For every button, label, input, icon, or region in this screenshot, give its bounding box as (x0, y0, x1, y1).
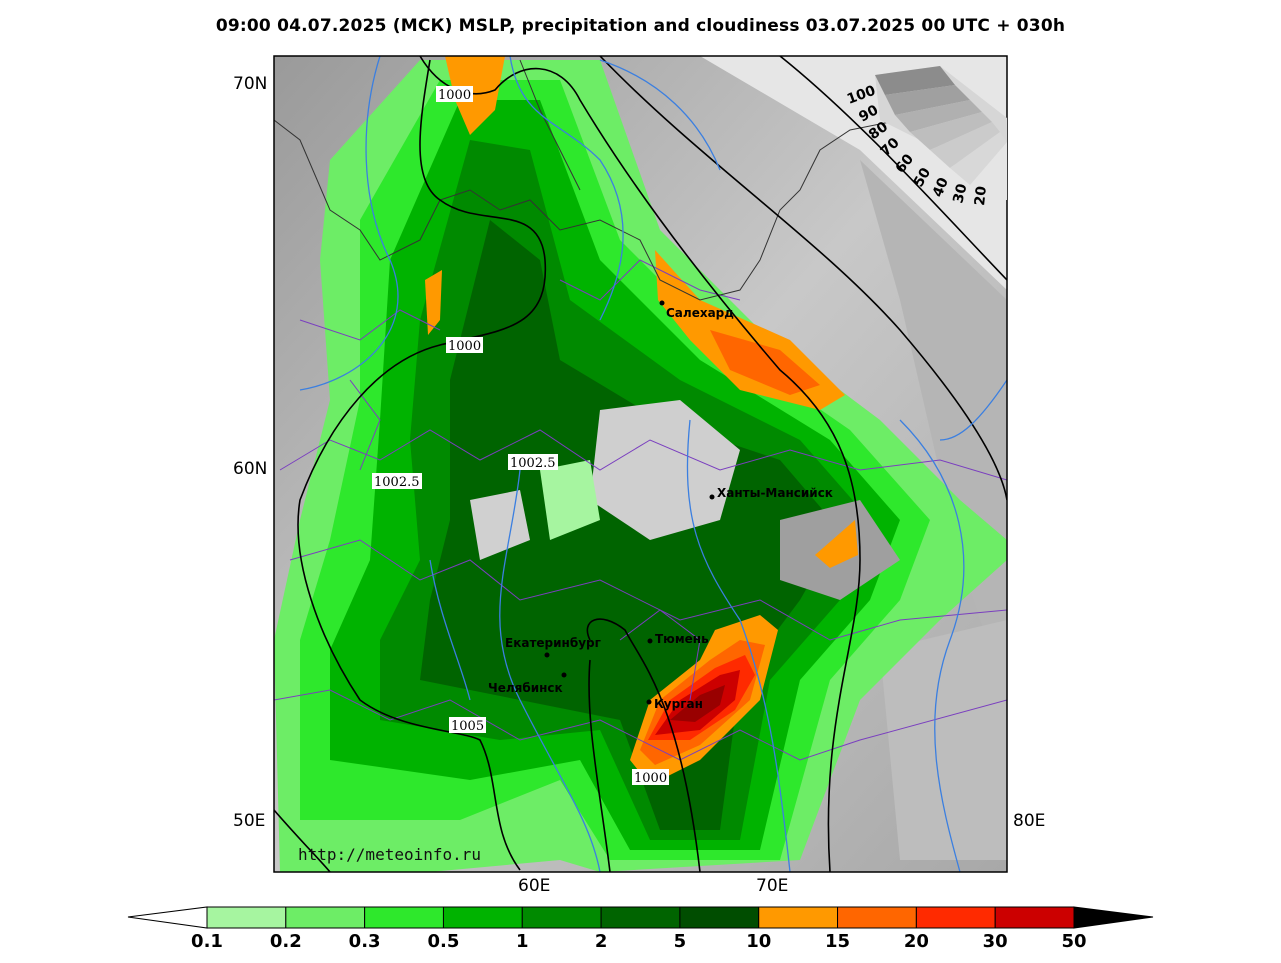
isobar-label: 1002.5 (510, 456, 556, 471)
colorbar-tick-label: 0.2 (269, 931, 302, 952)
cloud-label-20: 20 (972, 185, 990, 206)
city-dot (646, 699, 652, 705)
colorbar-segment (994, 906, 1075, 929)
colorbar-segment (915, 906, 996, 929)
colorbar-segment (758, 906, 839, 929)
contour-lines (299, 56, 1007, 872)
colorbar-tick-label: 5 (673, 931, 687, 952)
isobar-label: 1002.5 (374, 475, 420, 490)
colorbar-under-arrow (127, 906, 208, 929)
precipitation-field (274, 56, 1007, 872)
city-label-yekaterinburg: Екатеринбург (505, 636, 601, 650)
lat-label-70n: 70N (233, 74, 268, 94)
isobar-label-group: 1000 1000 1002.5 1002.5 1005 1000 (372, 86, 669, 786)
city-dot (561, 672, 567, 678)
colorbar-tick-label: 0.1 (191, 931, 223, 952)
colorbar-tick-label: 1 (516, 931, 529, 952)
colorbar-tick-label: 10 (746, 931, 772, 952)
city-label-khanty-mansiysk: Ханты-Мансийск (717, 486, 833, 500)
colorbar-segment (521, 906, 602, 929)
colorbar-tick-label: 30 (982, 931, 1008, 952)
lon-label-80e: 80E (1013, 811, 1046, 831)
map-area (274, 56, 1007, 872)
coastline (274, 59, 901, 301)
colorbar-segment (837, 906, 917, 929)
colorbar-tick-label: 50 (1061, 931, 1087, 952)
precip-colorbar (127, 906, 1154, 929)
lon-label-60e: 60E (518, 876, 551, 896)
cloud-label-40: 40 (930, 175, 952, 199)
watermark-url: http://meteoinfo.ru (298, 845, 482, 864)
colorbar-tick-label: 0.5 (427, 931, 460, 952)
colorbar-segment (364, 906, 444, 929)
colorbar-segment (206, 906, 287, 929)
isobars (274, 56, 1007, 872)
city-label-tyumen: Тюмень (655, 632, 709, 646)
colorbar-segment (285, 906, 366, 929)
cloudiness-scale (875, 66, 1007, 200)
city-dot (647, 638, 653, 644)
colorbar-tick-label: 15 (825, 931, 851, 952)
city-label-salekhard: Салехард (666, 306, 734, 320)
map-frame (273, 55, 1008, 873)
city-dot (544, 652, 550, 658)
lon-label-70e: 70E (756, 876, 789, 896)
region-borders (274, 259, 1007, 761)
colorbar-tick-label: 2 (594, 931, 608, 952)
colorbar-tick-label: 0.3 (348, 931, 381, 952)
isobar-label: 1000 (448, 339, 481, 354)
isobar-label: 1000 (634, 771, 667, 786)
lat-label-60n: 60N (233, 459, 268, 479)
city-label-kurgan: Курган (654, 697, 703, 711)
map-title: 09:00 04.07.2025 (МСК) MSLP, precipitati… (215, 16, 1066, 36)
colorbar-segment (679, 906, 760, 929)
city-markers: Салехард Ханты-Мансийск Екатеринбург Тюм… (488, 300, 833, 711)
city-label-chelyabinsk: Челябинск (488, 681, 563, 695)
colorbar-segment (600, 906, 681, 929)
city-dot (659, 300, 665, 306)
colorbar-over-arrow (1073, 906, 1154, 929)
city-dot (709, 494, 715, 500)
isobar-label: 1005 (451, 719, 484, 734)
colorbar-segment (442, 906, 523, 929)
cloud-label-30: 30 (950, 182, 970, 205)
lat-label-50e: 50E (233, 811, 266, 831)
colorbar-tick-label: 20 (903, 931, 929, 952)
isobar-label: 1000 (438, 88, 471, 103)
